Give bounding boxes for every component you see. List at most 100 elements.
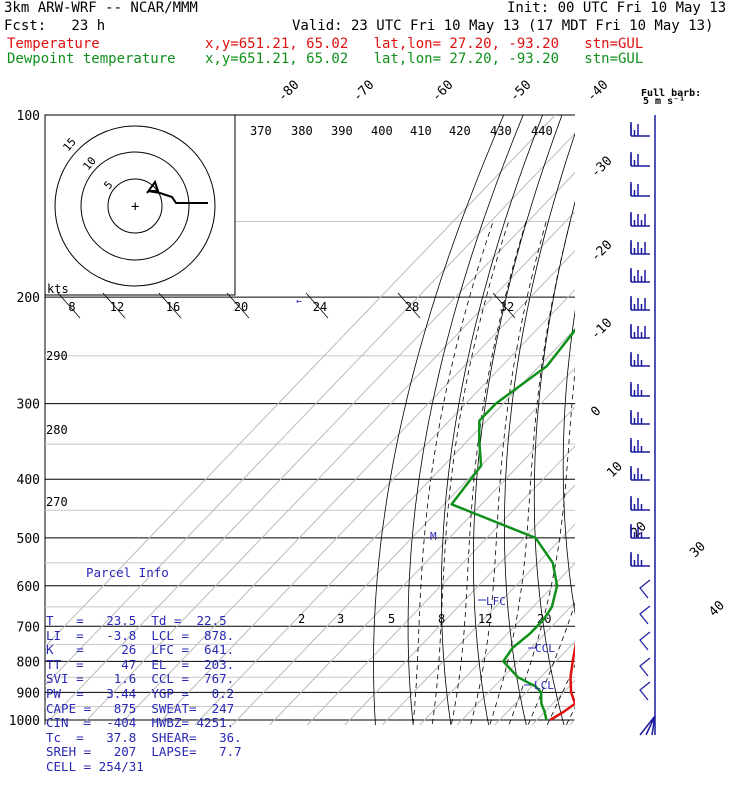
moist-adiabat-lines	[412, 222, 740, 733]
parcel-info-row: SVI = 1.6 CCL = 767.	[46, 672, 236, 687]
temperature-tick-label: -60	[429, 78, 456, 105]
wind-barbs	[631, 122, 655, 735]
isotherm	[382, 115, 740, 725]
parcel-info-row: PW = 3.44 YGP = 0.2	[46, 687, 236, 702]
wind-barb	[631, 382, 650, 396]
temperature-line	[550, 115, 740, 720]
dry-adiabat	[695, 115, 740, 733]
moist-adiabat	[562, 222, 740, 733]
storm-motion-icon: ←	[296, 296, 302, 307]
lcl-label: LCL	[534, 679, 554, 692]
wind-barb	[631, 296, 650, 310]
pressure-label: 200	[17, 291, 40, 306]
theta-label: 410	[410, 124, 432, 138]
hodograph-units: kts	[47, 282, 69, 296]
parcel-info-row: T = 23.5 Td = 22.5	[46, 614, 236, 629]
mixing-ratio-label: 3	[337, 612, 344, 626]
dry-adiabat	[563, 115, 620, 733]
wind-barb	[640, 632, 650, 650]
wind-barb	[631, 466, 650, 480]
wind-barb	[631, 496, 650, 510]
theta-label: 380	[291, 124, 313, 138]
dry-adiabat	[534, 115, 601, 733]
wind-barb	[631, 212, 650, 226]
temperature-tick-label: -40	[584, 78, 611, 105]
dry-adiabat	[719, 115, 740, 733]
pressure-label: 400	[17, 473, 40, 488]
isotherm	[532, 115, 740, 725]
pressure-label: 600	[17, 580, 40, 595]
barb-legend-line2: 5 m s⁻¹	[643, 96, 685, 107]
wind-barb	[640, 682, 650, 700]
dry-adiabat	[670, 115, 740, 733]
mixing-ratio-label: 5	[388, 612, 395, 626]
theta-label: 400	[371, 124, 393, 138]
hodograph-center-icon: +	[131, 199, 139, 215]
speed-label: 28	[405, 300, 419, 314]
wind-barb	[631, 438, 650, 452]
wind-barb	[640, 658, 650, 676]
ccl-label: CCL	[535, 642, 555, 655]
temperature-tick-label: -20	[588, 238, 615, 265]
pressure-label: 1000	[9, 714, 40, 729]
mixing-ratio-label: 8	[438, 612, 445, 626]
moist-adiabat	[600, 222, 740, 733]
parcel-info-row: TT = 47 EL = 203.	[46, 658, 236, 673]
dry-adiabat	[474, 115, 563, 733]
moist-adiabat	[487, 222, 570, 733]
theta-label: 440	[531, 124, 553, 138]
mixing-ratio-label: 2	[298, 612, 305, 626]
isotherm	[157, 115, 740, 725]
pressure-label: 700	[17, 620, 40, 635]
pressure-label: 800	[17, 655, 40, 670]
wind-barb	[631, 240, 650, 254]
theta-label: 390	[331, 124, 353, 138]
moist-adiabat	[412, 222, 493, 733]
speed-label: 20	[234, 300, 248, 314]
isotherm	[232, 115, 740, 725]
wind-barb	[631, 122, 650, 136]
wind-barb	[631, 324, 650, 338]
parcel-info-row: K = 26 LFC = 641.	[46, 643, 236, 658]
theta-label: 430	[490, 124, 512, 138]
temperature-tick-label: -30	[588, 154, 615, 181]
pressure-label: 900	[17, 686, 40, 701]
moist-adiabat	[506, 222, 600, 733]
pressure-label: 300	[17, 398, 40, 413]
temperature-tick-label: 0	[588, 404, 604, 420]
pressure-label: 100	[17, 109, 40, 124]
parcel-info-row: CIN = -404 HWBZ= 4251.	[46, 716, 236, 731]
isotherm	[307, 115, 740, 725]
speed-label: 24	[313, 300, 327, 314]
theta-label: 270	[46, 495, 68, 509]
theta-label: 420	[449, 124, 471, 138]
dry-adiabat-lines	[374, 115, 740, 733]
theta-label: 370	[250, 124, 272, 138]
level-marker: M	[430, 530, 437, 543]
speed-label: 16	[166, 300, 180, 314]
temperature-tick-label: -10	[588, 316, 615, 343]
lfc-label: LFC	[486, 595, 506, 608]
temperature-tick-label: -80	[275, 78, 302, 105]
parcel-info-row: LI = -3.8 LCL = 878.	[46, 629, 236, 644]
wind-barb	[631, 352, 650, 366]
temperature-tick-label: 10	[604, 459, 626, 481]
moist-adiabat	[450, 222, 526, 733]
wind-barb	[631, 410, 650, 424]
parcel-info-title: Parcel Info	[46, 566, 236, 581]
dry-adiabat	[504, 115, 581, 733]
isotherm	[607, 115, 740, 725]
moist-adiabat	[581, 222, 740, 733]
dry-adiabat	[441, 115, 542, 733]
mixing-ratio-label: 12	[478, 612, 492, 626]
wind-barb	[640, 716, 655, 735]
temperature-tick-label: 30	[687, 539, 709, 561]
speed-label: 32	[500, 300, 514, 314]
theta-label: 280	[46, 423, 68, 437]
wind-barb	[631, 552, 650, 566]
wind-barb	[631, 152, 650, 166]
parcel-info-row: CAPE = 875 SWEAT= 247	[46, 702, 236, 717]
wind-barb	[640, 580, 650, 598]
